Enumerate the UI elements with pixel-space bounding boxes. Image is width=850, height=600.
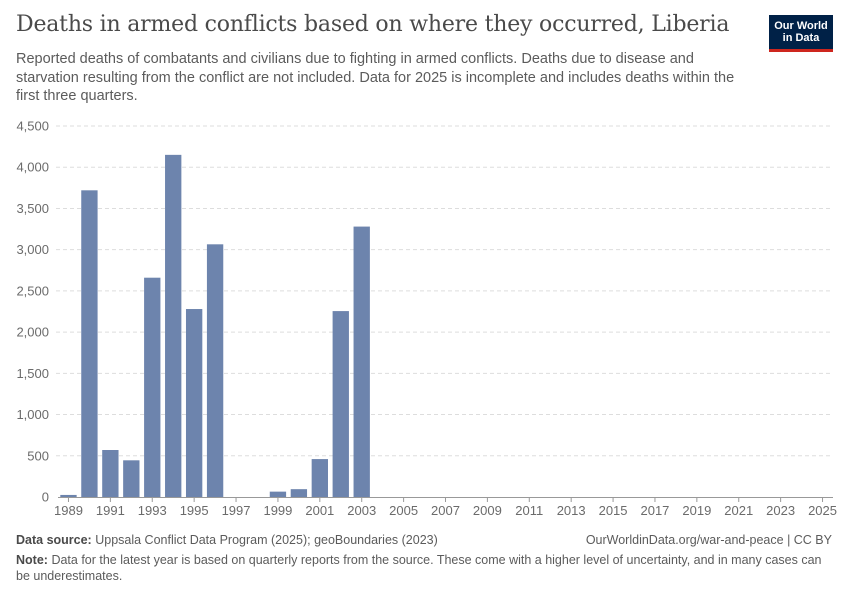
chart-title: Deaths in armed conflicts based on where…	[16, 12, 730, 37]
bar-1991[interactable]	[102, 450, 119, 497]
x-tick-label: 1995	[180, 503, 209, 518]
y-tick-label: 2,000	[16, 325, 49, 340]
bar-1990[interactable]	[81, 190, 98, 497]
x-tick-label: 2005	[389, 503, 418, 518]
bar-1993[interactable]	[144, 277, 161, 497]
x-tick-label: 2017	[640, 503, 669, 518]
y-tick-label: 0	[42, 490, 49, 505]
data-source: Data source: Uppsala Conflict Data Progr…	[16, 533, 438, 547]
x-tick-label: 2001	[305, 503, 334, 518]
y-tick-label: 500	[27, 448, 49, 463]
x-tick-label: 2021	[724, 503, 753, 518]
bar-1992[interactable]	[123, 460, 140, 497]
x-tick-label: 2019	[682, 503, 711, 518]
y-tick-label: 3,500	[16, 201, 49, 216]
x-tick-label: 1989	[54, 503, 83, 518]
credit-link[interactable]: OurWorldinData.org/war-and-peace | CC BY	[585, 533, 832, 547]
chart-note: Note: Data for the latest year is based …	[16, 553, 826, 584]
y-tick-label: 4,000	[16, 160, 49, 175]
x-tick-label: 2015	[599, 503, 628, 518]
x-tick-label: 1993	[138, 503, 167, 518]
x-tick-label: 1999	[263, 503, 292, 518]
bar-2000[interactable]	[290, 489, 308, 497]
bar-chart: 0 500 1,000 1,500 2,000 2,500 3,000 3,500 4,000 4…	[16, 119, 837, 519]
y-axis-ticks: 0 500 1,000 1,500 2,000 2,500 3,000 3,500 4,000 4…	[16, 119, 49, 505]
logo-line-2: in Data	[782, 32, 820, 44]
bar-2001[interactable]	[311, 459, 328, 497]
x-axis-ticks: 1989 1991 1993 1995 1997 1999 2001 2003 2005 2007…	[54, 497, 837, 518]
x-tick-label: 1997	[222, 503, 251, 518]
note-text: Data for the latest year is based on qua…	[16, 553, 822, 583]
y-tick-label: 1,500	[16, 366, 49, 381]
bar-1994[interactable]	[165, 154, 182, 497]
bar-2002[interactable]	[332, 311, 349, 497]
x-tick-label: 2013	[557, 503, 586, 518]
y-tick-label: 3,000	[16, 242, 49, 257]
bar-1996[interactable]	[206, 244, 224, 497]
x-tick-label: 2011	[515, 503, 543, 518]
data-source-text[interactable]: Uppsala Conflict Data Program (2025); ge…	[95, 533, 438, 547]
bar-1989[interactable]	[60, 494, 77, 497]
x-tick-label: 2025	[808, 503, 837, 518]
y-tick-label: 2,500	[16, 283, 49, 298]
bar-1995[interactable]	[185, 309, 203, 497]
x-tick-label: 2003	[347, 503, 376, 518]
x-tick-label: 1991	[96, 503, 125, 518]
x-tick-label: 2007	[431, 503, 460, 518]
bars	[60, 154, 370, 498]
chart-subtitle: Reported deaths of combatants and civili…	[16, 51, 735, 104]
gridlines	[56, 125, 833, 457]
owid-logo[interactable]: Our World in Data	[769, 15, 833, 52]
x-tick-label: 2009	[473, 503, 502, 518]
x-tick-label: 2023	[766, 503, 795, 518]
note-label: Note:	[16, 553, 48, 567]
bar-1999[interactable]	[269, 491, 287, 497]
bar-2003[interactable]	[353, 226, 370, 498]
y-tick-label: 1,000	[16, 407, 49, 422]
data-source-label: Data source:	[16, 533, 92, 547]
y-tick-label: 4,500	[16, 119, 49, 134]
logo-line-1: Our World	[774, 19, 828, 32]
